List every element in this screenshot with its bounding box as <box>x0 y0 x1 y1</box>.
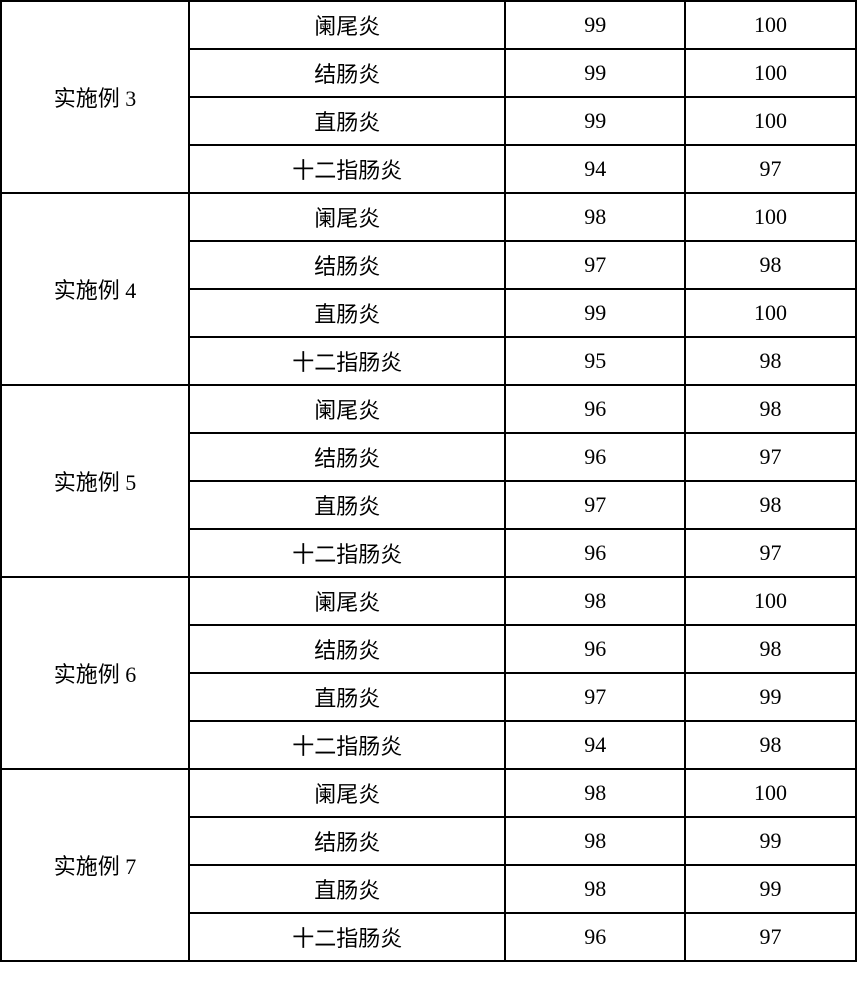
cell-v2: 100 <box>685 97 856 145</box>
cell-v2: 99 <box>685 817 856 865</box>
cell-v1: 97 <box>505 241 685 289</box>
cell-name: 十二指肠炎 <box>189 145 505 193</box>
cell-v1: 96 <box>505 625 685 673</box>
cell-v2: 97 <box>685 433 856 481</box>
group-label: 实施例 7 <box>1 769 189 961</box>
table-row: 实施例 7 阑尾炎 98 100 <box>1 769 856 817</box>
cell-name: 阑尾炎 <box>189 577 505 625</box>
cell-v1: 98 <box>505 193 685 241</box>
cell-v2: 100 <box>685 769 856 817</box>
cell-v2: 100 <box>685 577 856 625</box>
cell-v2: 100 <box>685 1 856 49</box>
cell-v2: 98 <box>685 337 856 385</box>
cell-v2: 99 <box>685 673 856 721</box>
table-row: 实施例 6 阑尾炎 98 100 <box>1 577 856 625</box>
cell-name: 阑尾炎 <box>189 385 505 433</box>
cell-v1: 97 <box>505 673 685 721</box>
cell-name: 结肠炎 <box>189 817 505 865</box>
cell-name: 结肠炎 <box>189 241 505 289</box>
cell-v1: 98 <box>505 577 685 625</box>
cell-v2: 98 <box>685 481 856 529</box>
table-body: 实施例 3 阑尾炎 99 100 结肠炎 99 100 直肠炎 99 100 十… <box>1 1 856 961</box>
cell-v1: 96 <box>505 913 685 961</box>
data-table: 实施例 3 阑尾炎 99 100 结肠炎 99 100 直肠炎 99 100 十… <box>0 0 857 962</box>
cell-v2: 100 <box>685 289 856 337</box>
cell-v1: 96 <box>505 385 685 433</box>
cell-v1: 98 <box>505 769 685 817</box>
cell-name: 十二指肠炎 <box>189 913 505 961</box>
cell-name: 阑尾炎 <box>189 1 505 49</box>
cell-v1: 95 <box>505 337 685 385</box>
cell-v1: 94 <box>505 145 685 193</box>
cell-v2: 97 <box>685 913 856 961</box>
cell-v1: 96 <box>505 529 685 577</box>
table-row: 实施例 5 阑尾炎 96 98 <box>1 385 856 433</box>
cell-name: 十二指肠炎 <box>189 529 505 577</box>
cell-name: 十二指肠炎 <box>189 721 505 769</box>
cell-v1: 94 <box>505 721 685 769</box>
cell-name: 结肠炎 <box>189 625 505 673</box>
cell-v1: 99 <box>505 49 685 97</box>
cell-v1: 96 <box>505 433 685 481</box>
cell-v1: 99 <box>505 289 685 337</box>
table-row: 实施例 4 阑尾炎 98 100 <box>1 193 856 241</box>
cell-name: 直肠炎 <box>189 97 505 145</box>
cell-v1: 97 <box>505 481 685 529</box>
group-label: 实施例 5 <box>1 385 189 577</box>
table-row: 实施例 3 阑尾炎 99 100 <box>1 1 856 49</box>
cell-name: 直肠炎 <box>189 481 505 529</box>
cell-v2: 97 <box>685 529 856 577</box>
cell-name: 结肠炎 <box>189 433 505 481</box>
cell-v2: 97 <box>685 145 856 193</box>
cell-name: 直肠炎 <box>189 865 505 913</box>
group-label: 实施例 3 <box>1 1 189 193</box>
cell-name: 直肠炎 <box>189 673 505 721</box>
group-label: 实施例 4 <box>1 193 189 385</box>
cell-name: 直肠炎 <box>189 289 505 337</box>
cell-v2: 100 <box>685 49 856 97</box>
cell-v2: 100 <box>685 193 856 241</box>
cell-name: 阑尾炎 <box>189 193 505 241</box>
cell-v1: 98 <box>505 865 685 913</box>
group-label: 实施例 6 <box>1 577 189 769</box>
cell-v1: 99 <box>505 97 685 145</box>
page: 实施例 3 阑尾炎 99 100 结肠炎 99 100 直肠炎 99 100 十… <box>0 0 857 1000</box>
cell-v2: 99 <box>685 865 856 913</box>
cell-v2: 98 <box>685 385 856 433</box>
cell-name: 阑尾炎 <box>189 769 505 817</box>
cell-v2: 98 <box>685 241 856 289</box>
cell-name: 结肠炎 <box>189 49 505 97</box>
cell-name: 十二指肠炎 <box>189 337 505 385</box>
cell-v1: 98 <box>505 817 685 865</box>
cell-v1: 99 <box>505 1 685 49</box>
cell-v2: 98 <box>685 625 856 673</box>
cell-v2: 98 <box>685 721 856 769</box>
